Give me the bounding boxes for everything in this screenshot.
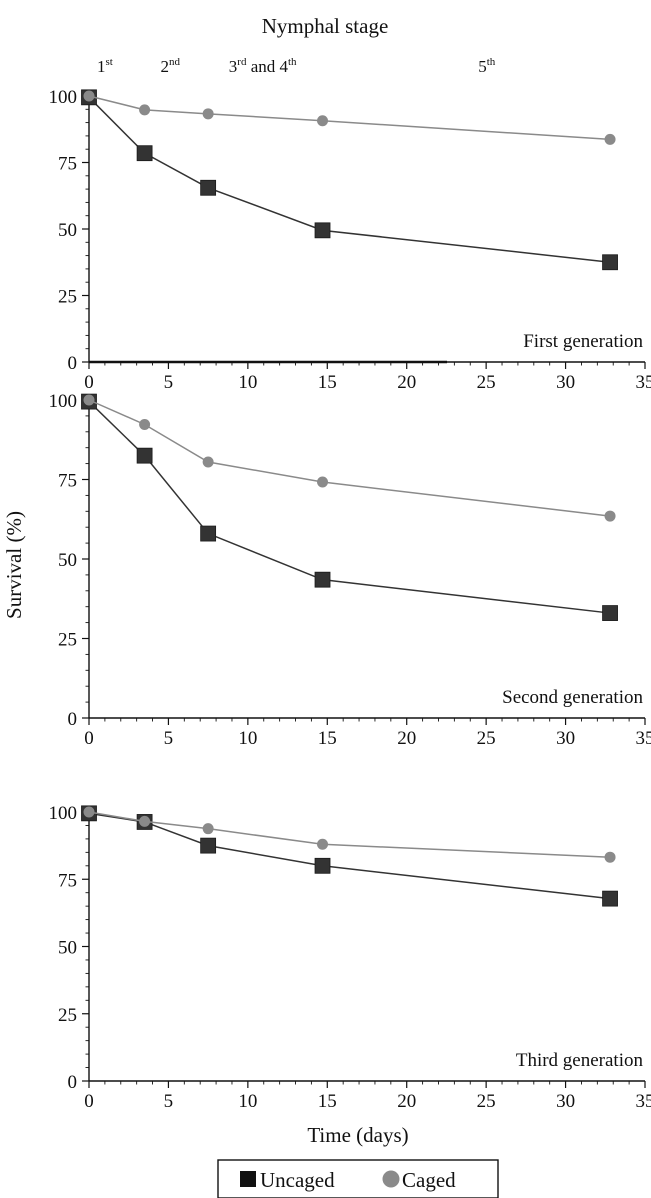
caged-point [83, 394, 95, 406]
x-tick-label: 35 [636, 372, 651, 393]
x-tick-label: 25 [477, 1091, 496, 1112]
uncaged-point [602, 890, 618, 907]
caged-point [202, 456, 214, 468]
y-tick-label: 75 [58, 154, 77, 175]
x-tick-label: 20 [397, 372, 416, 393]
x-tick-label: 5 [164, 728, 174, 749]
legend-caged-marker [382, 1170, 400, 1188]
uncaged-point [136, 145, 153, 162]
x-tick-label: 0 [84, 728, 94, 749]
y-tick-label: 25 [58, 287, 77, 308]
x-axis-title: Time (days) [307, 1123, 408, 1147]
y-tick-label: 100 [49, 391, 78, 412]
stage-label-1: 1st [97, 56, 113, 76]
y-tick-label: 75 [58, 870, 77, 891]
y-tick-label: 50 [58, 220, 77, 241]
caged-point [317, 476, 329, 488]
y-tick-label: 25 [58, 630, 77, 651]
panel-label: Second generation [502, 687, 643, 708]
uncaged-point [314, 857, 331, 874]
y-tick-label: 0 [68, 709, 78, 730]
x-tick-label: 10 [238, 372, 257, 393]
x-tick-label: 30 [556, 1091, 575, 1112]
uncaged-point [200, 525, 217, 542]
uncaged-point [200, 837, 217, 854]
chart-first-generation: 0 25 50 75 100 0 5 10 15 20 25 30 35 First generation [49, 87, 651, 393]
x-tick-label: 5 [164, 1091, 174, 1112]
x-tick-label: 5 [164, 372, 174, 393]
x-tick-label: 35 [636, 728, 651, 749]
x-tick-label: 15 [318, 728, 337, 749]
uncaged-point [136, 447, 153, 464]
y-tick-label: 100 [49, 87, 78, 108]
y-tick-label: 50 [58, 938, 77, 959]
caged-point [604, 851, 616, 863]
caged-point [604, 510, 616, 522]
uncaged-point [314, 571, 331, 588]
caged-point [83, 806, 95, 818]
y-tick-label: 0 [68, 1072, 78, 1093]
legend: Uncaged Caged [217, 1159, 499, 1198]
y-tick-label: 0 [68, 353, 78, 374]
x-tick-label: 10 [238, 728, 257, 749]
caged-series-line [88, 95, 611, 141]
caged-point [139, 815, 151, 827]
stage-header-title: Nymphal stage [262, 14, 389, 38]
stage-header: Nymphal stage 1st 2nd 3rd and 4th 5th [97, 14, 496, 76]
y-tick-label: 50 [58, 550, 77, 571]
caged-series-line [88, 811, 611, 858]
caged-point [83, 90, 95, 102]
chart-second-generation: 0 25 50 75 100 0 5 10 15 20 25 30 35 Second generatio… [49, 391, 651, 749]
caged-point [604, 133, 616, 145]
caged-point [202, 108, 214, 120]
x-tick-label: 0 [84, 1091, 94, 1112]
legend-caged-label: Caged [402, 1168, 456, 1192]
x-tick-label: 25 [477, 372, 496, 393]
y-axis-title: Survival (%) [2, 511, 26, 619]
caged-point [317, 838, 329, 850]
caged-point [139, 418, 151, 430]
panel-label: First generation [523, 331, 643, 352]
x-tick-label: 20 [397, 728, 416, 749]
caged-series-line [88, 399, 611, 517]
caged-point [202, 823, 214, 835]
chart-third-generation: 0 25 50 75 100 0 5 10 15 20 25 30 35 Third generation [49, 803, 651, 1112]
stage-labels: 1st 2nd 3rd and 4th 5th [97, 56, 496, 76]
x-tick-label: 15 [318, 372, 337, 393]
uncaged-point [314, 222, 331, 239]
x-tick-label: 35 [636, 1091, 651, 1112]
x-tick-label: 10 [238, 1091, 257, 1112]
uncaged-point [602, 254, 618, 271]
x-tick-label: 30 [556, 372, 575, 393]
stage-label-2: 2nd [160, 56, 180, 76]
stage-label-3: 3rd and 4th [229, 56, 297, 76]
caged-point [139, 104, 151, 116]
x-tick-label: 0 [84, 372, 94, 393]
caged-point [317, 115, 329, 127]
x-tick-label: 20 [397, 1091, 416, 1112]
uncaged-point [200, 179, 217, 196]
y-tick-label: 100 [49, 803, 78, 824]
x-tick-label: 30 [556, 728, 575, 749]
uncaged-series-line [88, 812, 611, 900]
legend-uncaged-label: Uncaged [260, 1168, 335, 1192]
y-tick-label: 25 [58, 1005, 77, 1026]
legend-box [217, 1159, 499, 1198]
x-tick-label: 25 [477, 728, 496, 749]
legend-uncaged-marker [240, 1171, 256, 1187]
x-tick-label: 15 [318, 1091, 337, 1112]
panel-label: Third generation [516, 1050, 644, 1071]
uncaged-point [602, 605, 618, 621]
stage-label-4: 5th [478, 56, 496, 76]
y-tick-label: 75 [58, 471, 77, 492]
